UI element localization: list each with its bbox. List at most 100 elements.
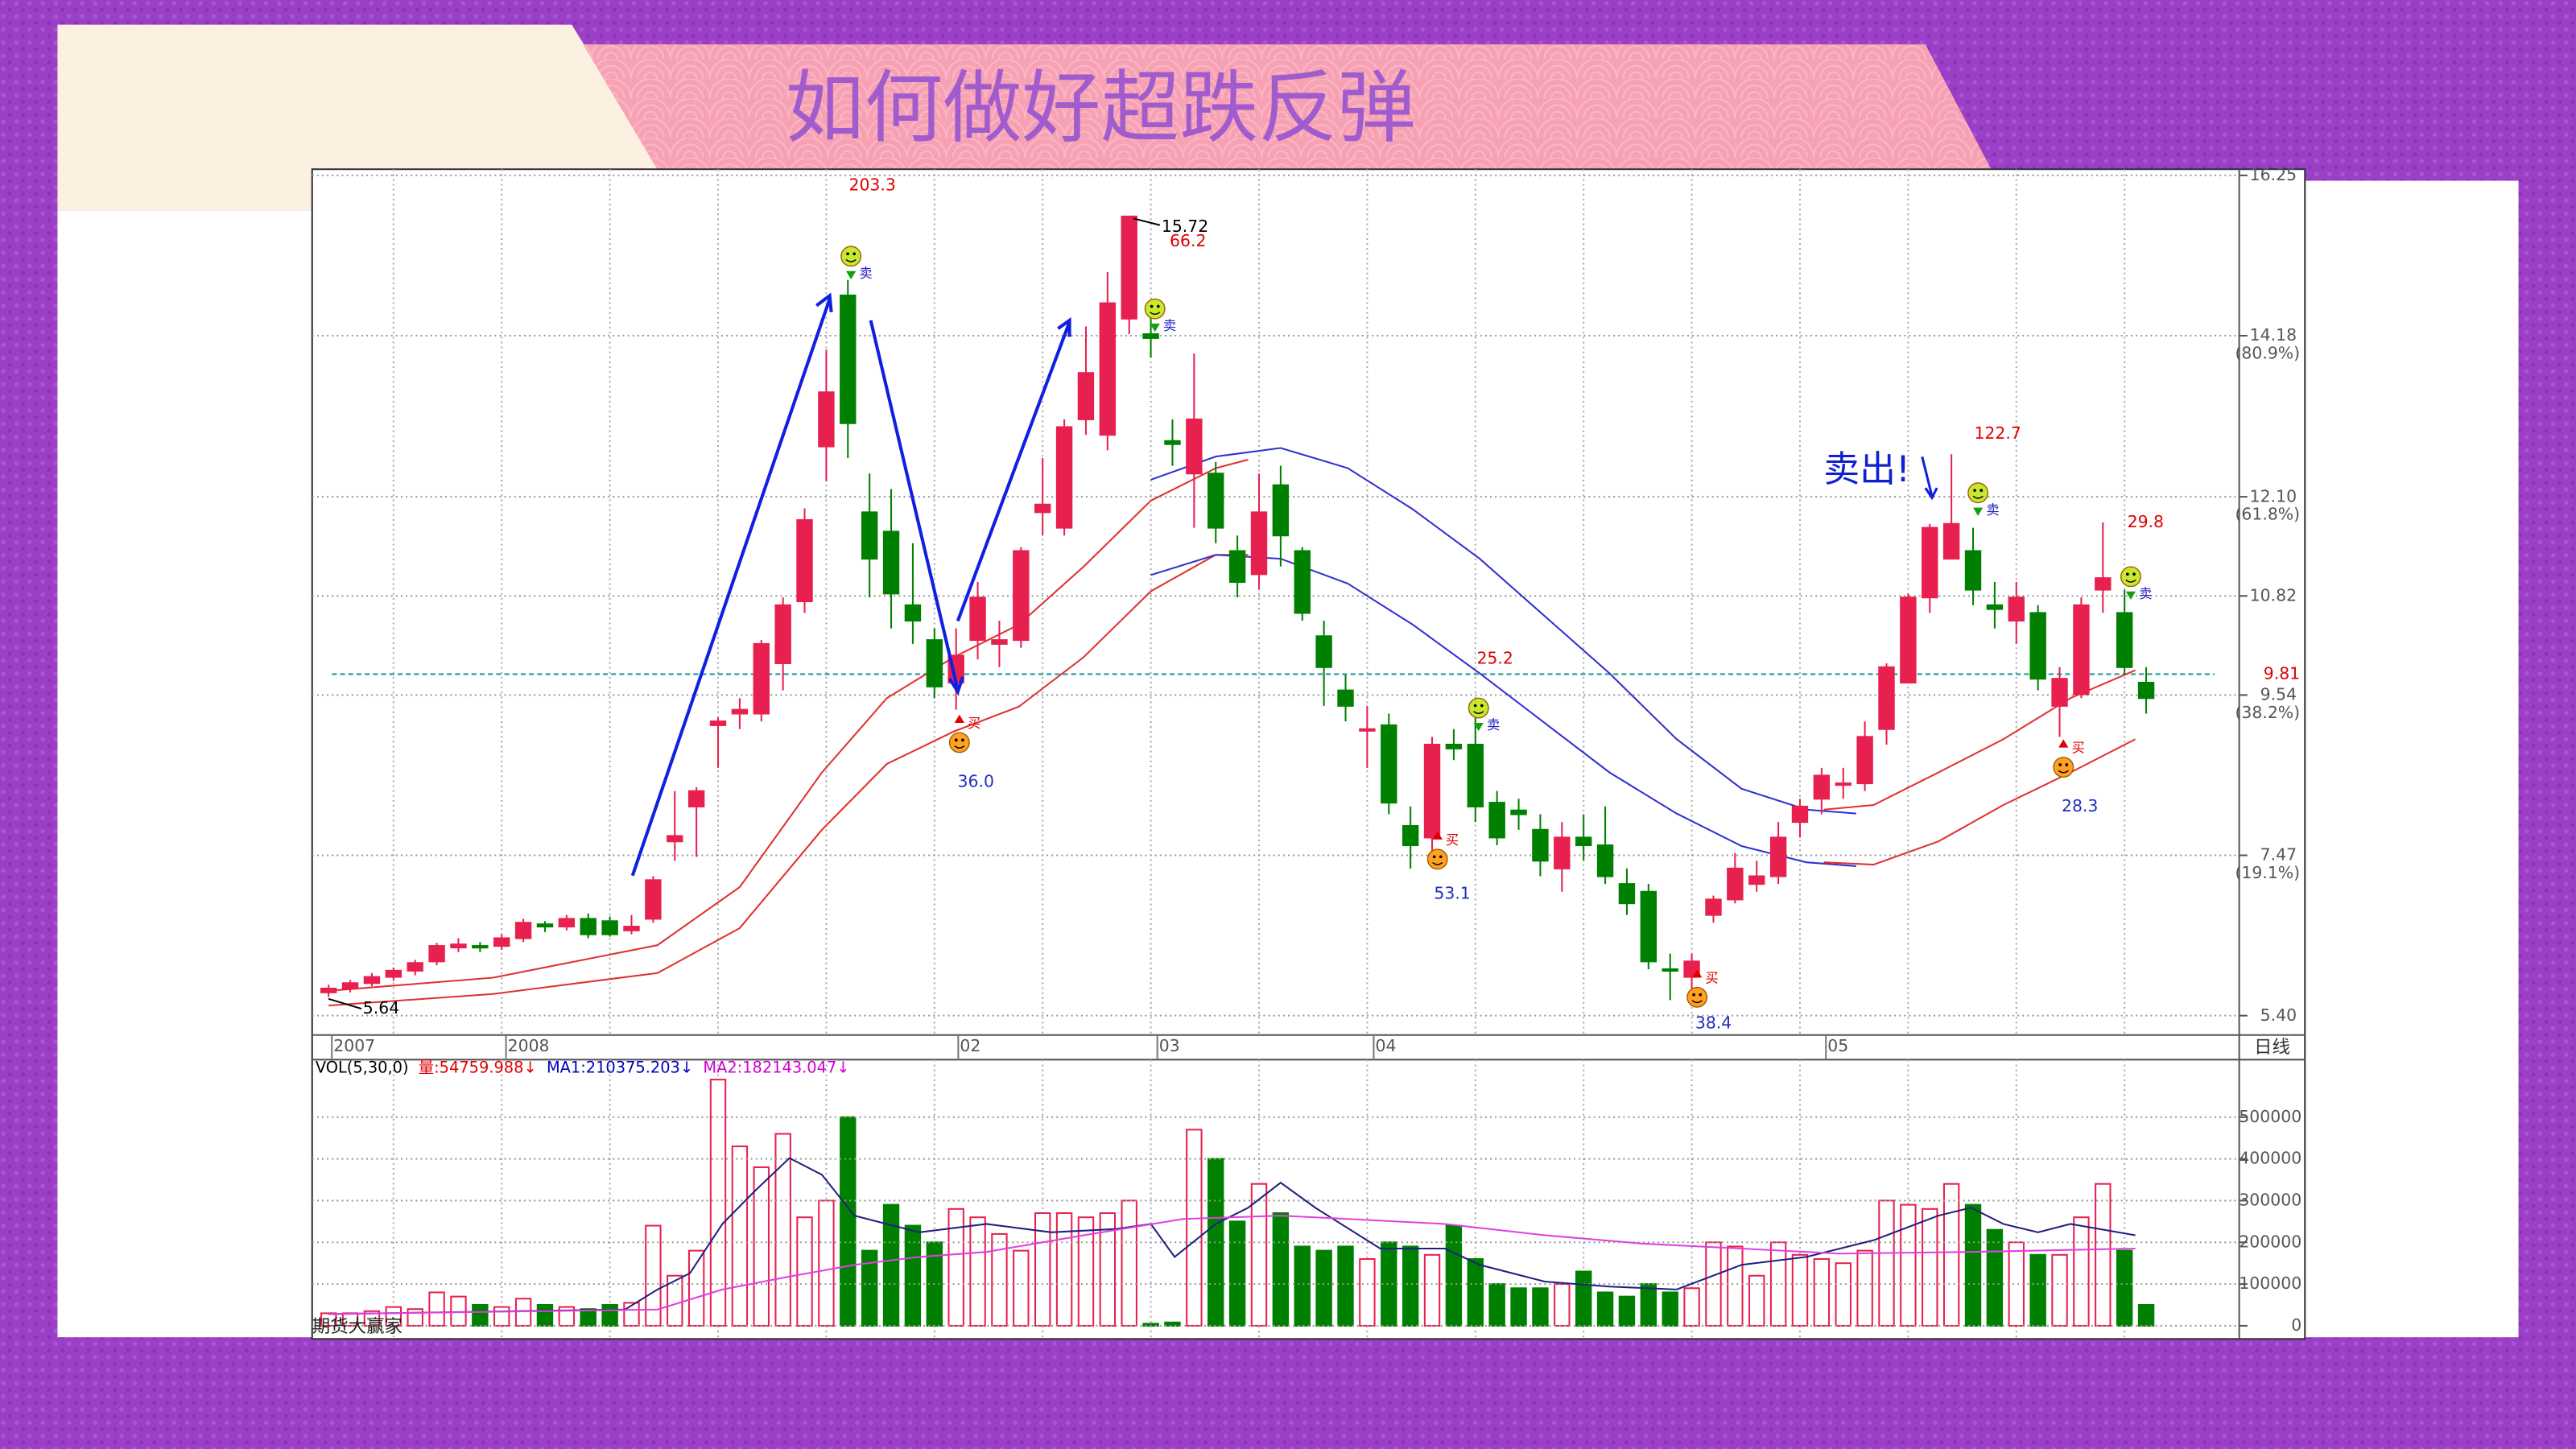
candle-body bbox=[991, 639, 1008, 645]
candle-body bbox=[969, 597, 986, 642]
annotation: 5.64 bbox=[363, 998, 399, 1018]
sell-label: 卖 bbox=[1487, 717, 1500, 733]
volume-bar bbox=[1662, 1291, 1678, 1327]
annotation: 25.2 bbox=[1476, 648, 1513, 667]
signal-eye bbox=[2132, 572, 2136, 576]
candle-body bbox=[1964, 550, 1982, 591]
candle-body bbox=[1986, 604, 2004, 610]
candle-body bbox=[818, 391, 835, 448]
candle-body bbox=[1164, 440, 1181, 445]
white-panel-left bbox=[57, 210, 320, 1338]
y-tick-label: 10.82 bbox=[2250, 585, 2297, 605]
signal-eye bbox=[1150, 304, 1154, 308]
arrow-head bbox=[1924, 487, 1938, 501]
candle-body bbox=[774, 604, 791, 664]
signal-face bbox=[1468, 697, 1489, 719]
buy-arrow bbox=[1432, 831, 1443, 840]
volume-bar bbox=[1748, 1274, 1765, 1327]
candle-body bbox=[623, 926, 640, 931]
candle-body bbox=[1942, 522, 1960, 560]
candle-body bbox=[2029, 612, 2046, 680]
candle-body bbox=[1510, 809, 1527, 815]
candle-body bbox=[2073, 604, 2090, 696]
reference-label: 9.81 bbox=[2264, 664, 2300, 683]
signal-eye bbox=[2065, 763, 2069, 766]
volume-bar bbox=[1099, 1212, 1117, 1327]
annotation: 122.7 bbox=[1974, 423, 2021, 443]
volume-bar bbox=[2095, 1183, 2112, 1327]
volume-bar bbox=[774, 1133, 791, 1327]
volume-bar bbox=[493, 1306, 510, 1327]
y-tick-label: 12.10 bbox=[2250, 486, 2297, 506]
signal-eye bbox=[1156, 304, 1160, 308]
candle-body bbox=[1575, 836, 1592, 847]
signal-mouth bbox=[954, 745, 965, 749]
candle-body bbox=[645, 879, 662, 920]
candle-body bbox=[472, 945, 489, 949]
y-tick-label: 14.18 bbox=[2250, 325, 2297, 345]
volume-bar bbox=[667, 1274, 683, 1327]
signal-mouth bbox=[845, 258, 857, 262]
volume-bar bbox=[536, 1303, 554, 1327]
volume-bar bbox=[1554, 1283, 1571, 1327]
candle-body bbox=[514, 922, 532, 939]
volume-bar bbox=[1769, 1241, 1787, 1327]
candle-body bbox=[687, 790, 705, 807]
annotation: 29.8 bbox=[2128, 512, 2164, 531]
annotation: 28.3 bbox=[2062, 796, 2098, 815]
x-tick-label: 2008 bbox=[508, 1036, 550, 1055]
buy-label: 买 bbox=[2071, 741, 2084, 756]
candle-body bbox=[2137, 681, 2155, 700]
sell-arrow bbox=[1973, 507, 1984, 516]
signal-eye bbox=[2058, 763, 2062, 766]
buy-label: 买 bbox=[1446, 832, 1459, 848]
candle-body bbox=[1596, 844, 1614, 877]
volume-bar bbox=[796, 1216, 813, 1327]
volume-bar bbox=[2137, 1303, 2155, 1327]
signal-eye bbox=[2126, 572, 2129, 576]
vol-tick-label: 300000 bbox=[2239, 1191, 2301, 1210]
vol-header: VOL(5,30,0) bbox=[316, 1059, 409, 1077]
candle-body bbox=[926, 639, 943, 687]
ma-line bbox=[328, 1157, 2136, 1315]
volume-bar bbox=[1228, 1220, 1246, 1327]
volume-bar bbox=[1359, 1257, 1376, 1327]
volume-bar bbox=[1900, 1203, 1917, 1327]
volume-bar bbox=[731, 1146, 749, 1327]
annotation: 38.4 bbox=[1695, 1013, 1732, 1033]
buy-arrow bbox=[954, 714, 964, 723]
candle-body bbox=[1142, 333, 1159, 339]
candle-body bbox=[1445, 743, 1463, 749]
ma-line bbox=[328, 554, 1249, 1007]
signal-face bbox=[948, 732, 970, 753]
signal-eye bbox=[852, 252, 857, 256]
arrow-head bbox=[947, 676, 964, 696]
volume-bar bbox=[1835, 1262, 1852, 1327]
signal-face bbox=[1144, 298, 1166, 320]
signal-eye bbox=[1432, 855, 1436, 859]
arrow-head bbox=[815, 292, 833, 312]
candle-body bbox=[667, 835, 683, 843]
annotation-leader bbox=[328, 997, 362, 1010]
x-tick-label: 05 bbox=[1827, 1036, 1848, 1055]
volume-bar bbox=[1532, 1287, 1549, 1327]
volume-bar bbox=[1445, 1224, 1463, 1327]
signal-face bbox=[1967, 482, 1989, 504]
buy-label: 买 bbox=[968, 716, 980, 731]
candle-body bbox=[1748, 875, 1765, 886]
signal-face bbox=[2053, 757, 2074, 778]
signal-eye bbox=[1473, 704, 1477, 708]
sell-label: 卖 bbox=[1163, 318, 1176, 333]
x-tick-label: 2007 bbox=[333, 1036, 375, 1055]
candle-body bbox=[2095, 577, 2112, 591]
signal-mouth bbox=[1972, 495, 1984, 499]
slide-title: 如何做好超跌反弹 bbox=[786, 62, 1417, 154]
volume-bar bbox=[1272, 1212, 1290, 1327]
signal-face bbox=[1686, 986, 1708, 1008]
candle-body bbox=[1402, 824, 1419, 847]
signal-face bbox=[1426, 848, 1448, 870]
signal-mouth bbox=[2058, 770, 2069, 774]
signal-face bbox=[840, 246, 862, 267]
ma-line bbox=[328, 458, 1249, 992]
